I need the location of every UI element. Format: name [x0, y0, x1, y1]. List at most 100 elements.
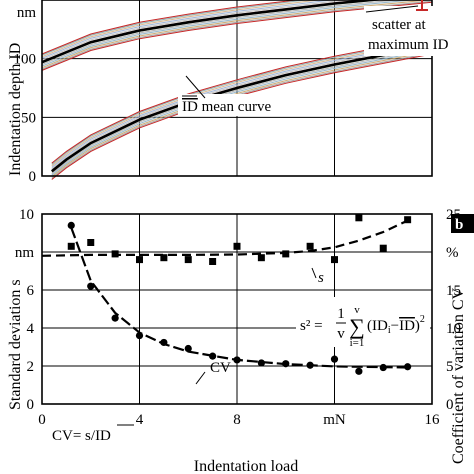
panel-b-x-ticks: 0 4 8 mN 16 — [38, 412, 440, 428]
mean-curve-annotation-box — [178, 94, 296, 116]
cv-point — [160, 338, 168, 347]
panel-b-data-points — [67, 214, 412, 375]
variance-formula: s² = 1 v v ∑ i=1 (IDi−ID)2 — [296, 297, 430, 349]
panel-b-right-tick-4: % — [446, 245, 459, 261]
panel-b-right-tick-1: 5 — [446, 359, 454, 375]
cv-point — [87, 282, 95, 290]
cv-definition-lhs: CV= s/ — [52, 428, 96, 444]
panel-b-letter: b — [455, 217, 463, 233]
cv-definition-mean: ID — [95, 428, 111, 444]
cv-definition-box — [50, 422, 140, 444]
formula-body-close: ) — [415, 318, 420, 334]
s-point — [136, 256, 143, 264]
panel-b-x-tick-0: 0 — [38, 412, 46, 428]
s-point — [184, 256, 192, 264]
formula-lhs: s² = — [300, 318, 323, 334]
cv-point — [209, 352, 217, 360]
cv-point — [111, 314, 119, 322]
panel-a-replicate-curve — [41, 0, 310, 56]
panel-b-right-axis-label: Coefficient of variation CV — [450, 287, 467, 464]
cv-point — [282, 360, 290, 368]
cv-point — [355, 367, 363, 375]
panel-a-replicate-curve — [51, 39, 433, 167]
formula-fraction-num: 1 — [337, 306, 345, 322]
s-point — [306, 242, 314, 250]
cv-point — [306, 361, 314, 369]
cv-curve-pointer — [195, 371, 206, 385]
scatter-annotation-line2: maximum ID — [368, 37, 449, 53]
panel-a-y-tick-1: 50 — [21, 110, 36, 126]
s-point — [209, 258, 217, 265]
s-point — [257, 254, 265, 262]
mean-curve-annotation: ID mean curve — [182, 99, 271, 115]
cv-point — [379, 363, 387, 372]
cv-point — [135, 332, 144, 340]
panel-b-right-tick-2: 10 — [446, 321, 461, 337]
scatter-pointer — [365, 5, 419, 13]
s-curve-pointer — [311, 267, 317, 279]
cv-point — [233, 356, 241, 364]
cv-point — [184, 344, 192, 353]
panel-b-frame — [41, 213, 433, 405]
panel-b-right-tick-0: 0 — [446, 397, 454, 413]
s-point — [160, 254, 168, 262]
panel-b-x-tick-2: 8 — [233, 412, 241, 428]
panel-a-chart: 0 50 100 nm Indentation depth ID scatter at… — [7, 0, 474, 185]
s-point — [331, 256, 338, 264]
panel-b-x-tick-3: mN — [323, 412, 346, 428]
mean-curve-text: mean curve — [198, 99, 272, 115]
s-point — [111, 250, 119, 258]
panel-a-replicate-curve — [51, 41, 433, 168]
panel-a-scatter-upper — [51, 37, 433, 164]
formula-sum-symbol: ∑ — [349, 314, 365, 339]
panel-a-replicate-curve — [51, 42, 433, 170]
s-curve-label: s — [318, 270, 324, 286]
panel-b-left-y-ticks: 0 2 4 6 nm 10 — [15, 207, 35, 413]
s-point — [379, 244, 387, 252]
scatter-annotation-box — [364, 6, 474, 56]
panel-b-left-tick-5: 10 — [19, 207, 34, 223]
panel-b-right-tick-3: 15 — [446, 283, 461, 299]
s-point — [67, 242, 75, 250]
panel-a-replicate-curve — [41, 0, 353, 61]
formula-body-square: 2 — [420, 314, 425, 325]
panel-b-left-tick-3: 6 — [27, 283, 35, 299]
panel-a-replicate-curve — [51, 38, 433, 165]
s-point — [233, 242, 241, 250]
cv-point — [67, 221, 75, 229]
panel-a-y-tick-2: 100 — [14, 52, 37, 68]
panel-b-x-axis-label: Indentation load — [194, 458, 298, 474]
panel-a-replicate-curve — [41, 0, 402, 66]
panel-a-y-ticks: 0 50 100 nm — [14, 5, 37, 185]
panel-b-left-tick-4: nm — [15, 245, 35, 261]
cv-definition: CV= s/ID — [50, 422, 140, 444]
scatter-annotation-line1: scatter at — [372, 17, 427, 33]
panel-a-y-axis-label: Indentation depth ID — [7, 43, 24, 176]
formula-body: (IDi−ID)2 — [367, 314, 425, 336]
panel-b-left-axis-label: Standard deviation s — [7, 279, 24, 410]
formula-body-open: (ID — [367, 318, 388, 334]
formula-box — [296, 297, 430, 347]
cv-curve-label: CV — [210, 360, 231, 376]
s-point — [282, 250, 290, 258]
panel-a-replicate-curve — [41, 0, 323, 58]
s-point — [87, 239, 95, 246]
panel-b-letter-box — [451, 214, 474, 233]
panel-b-left-tick-0: 0 — [27, 397, 35, 413]
formula-body-minus: − — [391, 318, 399, 334]
panel-a-replicate-curve — [41, 0, 337, 59]
mean-curve-pointer — [185, 75, 206, 99]
panel-a-y-tick-3: nm — [17, 5, 37, 21]
formula-body-sub: i — [388, 325, 391, 336]
panel-a-y-tick-0: 0 — [29, 169, 37, 185]
cv-point — [257, 359, 265, 367]
panel-a-replicate-curve — [41, 0, 433, 69]
formula-sum-top: v — [354, 304, 360, 316]
panel-b-x-tick-4: 16 — [425, 412, 441, 428]
cv-point — [404, 363, 412, 371]
panel-b-left-tick-2: 4 — [27, 321, 35, 337]
formula-sum-bottom: i=1 — [350, 337, 365, 349]
formula-body-mean: ID — [399, 318, 415, 334]
